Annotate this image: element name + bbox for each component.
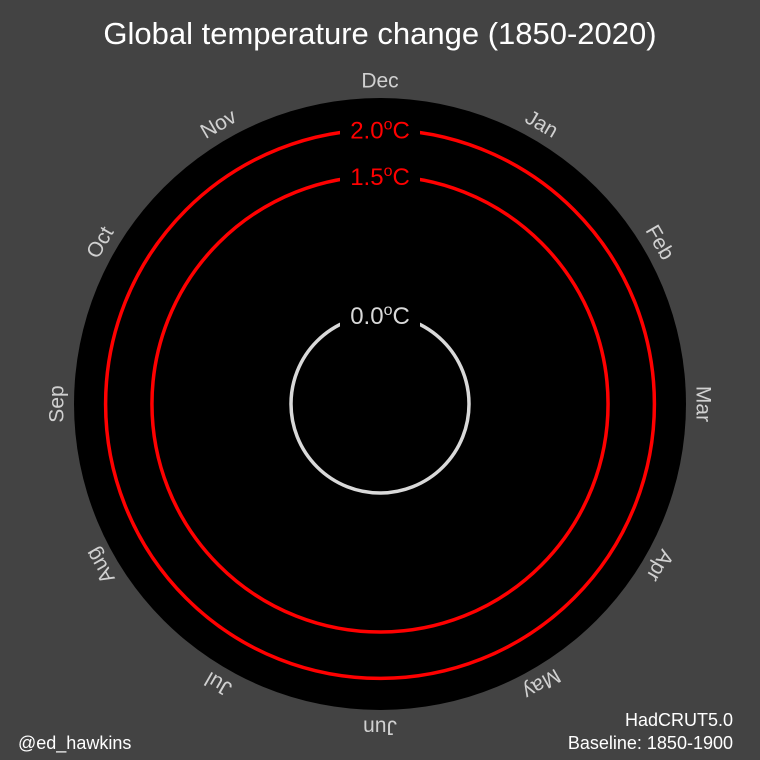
plot-area (74, 98, 686, 710)
month-label-jun: Jun (363, 715, 397, 738)
ring-label: 0.0oC (350, 302, 410, 330)
ring-label-background (340, 115, 420, 144)
ring-label: 1.5oC (350, 163, 410, 191)
ring-label: 2.0oC (350, 117, 410, 145)
ring-label-background (340, 301, 420, 329)
ring-label-background (340, 161, 420, 190)
month-label-dec: Dec (361, 70, 398, 93)
month-label-sep: Sep (46, 385, 69, 422)
month-label-jul: Jul (201, 667, 236, 700)
dataset-label: HadCRUT5.0 (625, 710, 733, 730)
credit-label: @ed_hawkins (18, 733, 131, 754)
chart-title: Global temperature change (1850-2020) (103, 16, 656, 51)
baseline-label: Baseline: 1850-1900 (568, 733, 733, 753)
month-label-mar: Mar (691, 386, 714, 422)
